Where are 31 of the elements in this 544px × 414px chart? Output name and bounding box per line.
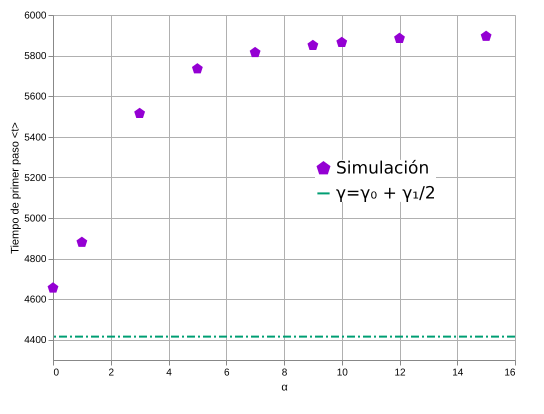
x-tick-label: 14 xyxy=(452,368,464,378)
y-tick-label: 5000 xyxy=(24,213,47,224)
point xyxy=(394,32,405,43)
y-tick-label: 5800 xyxy=(24,51,47,62)
point xyxy=(192,63,203,74)
point xyxy=(250,46,261,58)
y-tick-label: 4400 xyxy=(24,335,47,346)
x-tick-label: 10 xyxy=(336,368,348,378)
y-tick-label: 5200 xyxy=(24,172,47,184)
legend-label: Simulación xyxy=(336,158,430,178)
point xyxy=(134,108,146,118)
point xyxy=(336,36,348,48)
y-tick-label: 4800 xyxy=(24,254,47,266)
point xyxy=(48,282,58,293)
x-axis-title: α xyxy=(281,382,288,394)
point xyxy=(307,40,318,50)
y-tick-label: 5400 xyxy=(24,132,47,144)
x-tick-label: 6 xyxy=(224,368,230,378)
y-tick-label: 5600 xyxy=(24,92,47,103)
y-axis-title: Tiempo de primer paso <t> xyxy=(9,122,22,254)
x-tick-label: 2 xyxy=(108,368,114,378)
y-tick-label: 6000 xyxy=(24,10,47,22)
x-tick-label: 16 xyxy=(504,368,516,378)
x-tick-label: 0 xyxy=(54,368,60,378)
y-tick-label: 4600 xyxy=(24,294,47,306)
x-tick-label: 8 xyxy=(282,368,288,378)
point xyxy=(76,236,88,247)
x-tick-label: 4 xyxy=(166,368,172,378)
point xyxy=(480,30,492,41)
legend-label: γ=γ₀ + γ₁/2 xyxy=(336,183,436,204)
x-tick-label: 12 xyxy=(394,368,406,378)
